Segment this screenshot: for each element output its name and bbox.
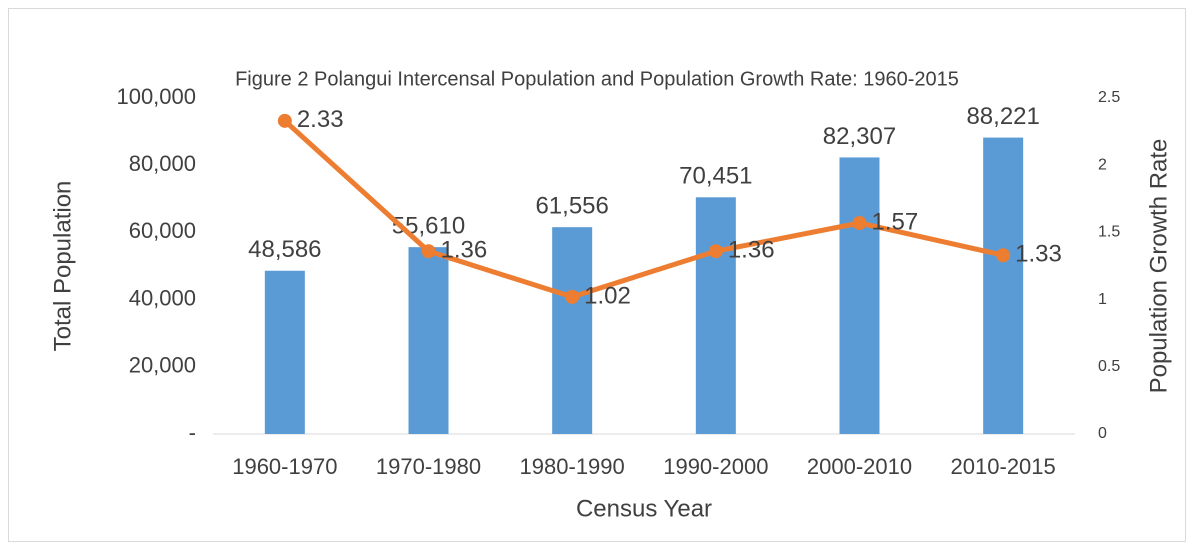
line-value-label: 1.36: [728, 237, 775, 264]
line-value-label: 1.02: [584, 282, 631, 309]
bar-value-label: 82,307: [823, 123, 896, 150]
bar-value-label: 48,586: [248, 236, 321, 263]
line-value-label: 1.57: [872, 208, 919, 235]
line-marker: [421, 244, 436, 259]
bar: [983, 137, 1024, 434]
y-tick-label: 60,000: [129, 218, 196, 243]
bar: [408, 247, 449, 434]
x-axis-title: Census Year: [576, 495, 712, 522]
x-tick-label: 2010-2015: [951, 454, 1056, 479]
bar: [695, 197, 736, 434]
x-tick-label: 1980-1990: [520, 454, 625, 479]
bar: [839, 157, 880, 434]
y2-tick-label: 1: [1098, 291, 1107, 308]
bar-value-label: 61,556: [535, 193, 608, 220]
y2-tick-label: 0.5: [1098, 358, 1120, 375]
bar: [264, 270, 305, 434]
x-tick-label: 1970-1980: [376, 454, 481, 479]
bar-value-label: 88,221: [966, 103, 1039, 130]
line-marker: [996, 248, 1011, 263]
y2-tick-label: 1.5: [1098, 224, 1120, 241]
y-tick-label: -: [189, 420, 196, 445]
bar: [552, 227, 593, 434]
line-marker: [277, 113, 292, 128]
y-tick-label: 80,000: [129, 151, 196, 176]
y-tick-label: 40,000: [129, 285, 196, 310]
x-tick-label: 2000-2010: [807, 454, 912, 479]
line-value-label: 1.33: [1015, 241, 1062, 268]
y2-tick-label: 2: [1098, 156, 1107, 173]
bar-value-label: 70,451: [679, 163, 752, 190]
line-marker: [565, 289, 580, 304]
line-marker: [708, 244, 723, 259]
y2-tick-label: 0: [1098, 425, 1107, 442]
line: [283, 118, 1004, 300]
x-tick-label: 1960-1970: [232, 454, 337, 479]
line-marker: [852, 215, 867, 230]
line-value-label: 1.36: [441, 237, 488, 264]
y-axis-title: Total Population: [49, 181, 76, 352]
x-tick-label: 1990-2000: [663, 454, 768, 479]
chart-title: Figure 2 Polangui Intercensal Population…: [235, 68, 959, 90]
y2-axis-title: Population Growth Rate: [1145, 139, 1172, 394]
y-tick-label: 100,000: [116, 84, 196, 109]
y2-tick-label: 2.5: [1098, 89, 1120, 106]
y-tick-label: 20,000: [129, 353, 196, 378]
line-value-label: 2.33: [297, 106, 344, 133]
